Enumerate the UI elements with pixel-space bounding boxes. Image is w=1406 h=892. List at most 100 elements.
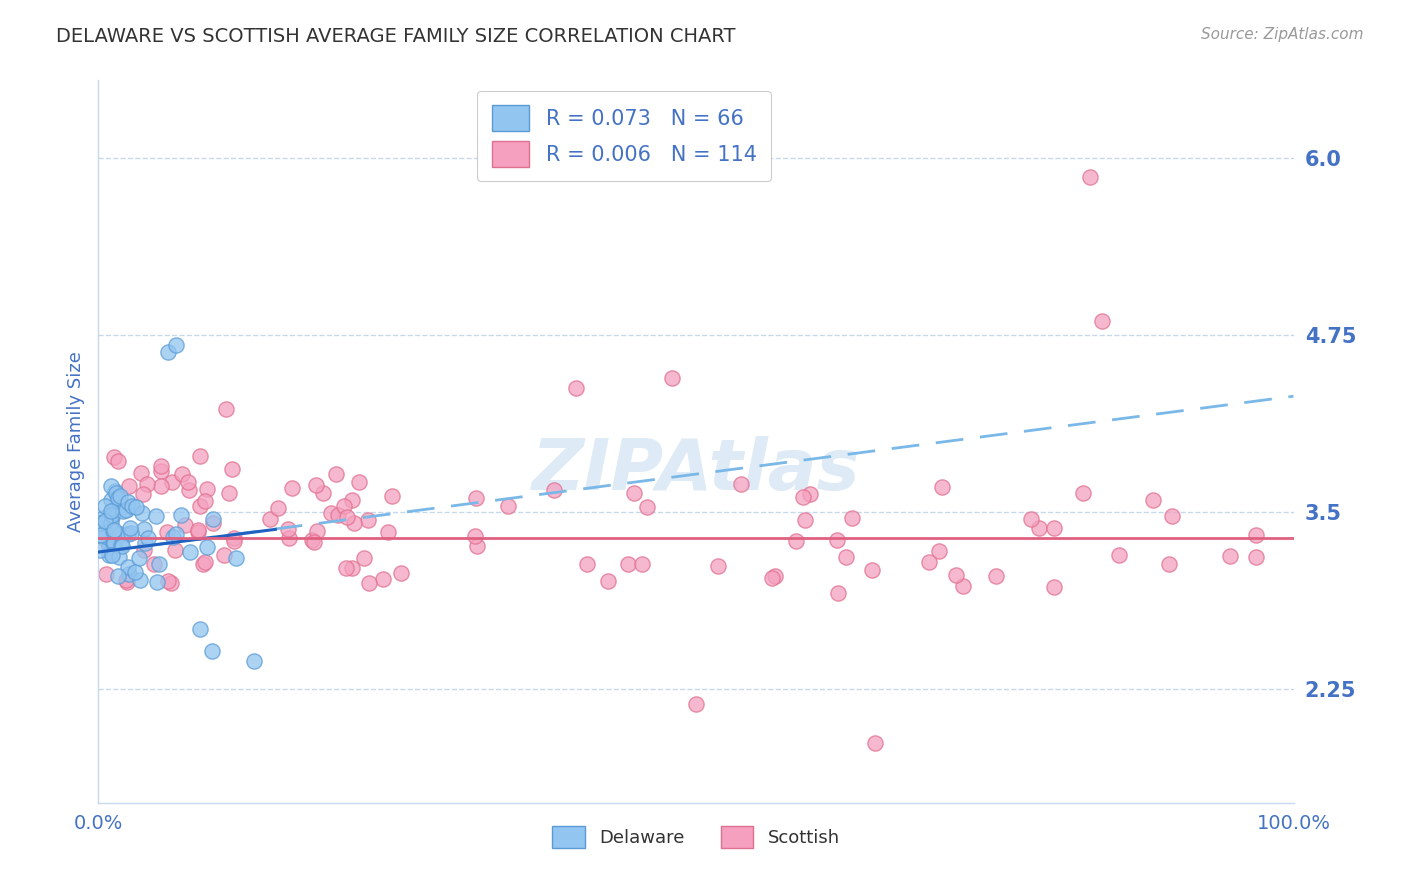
Point (177, 483, 200, 497)
Point (160, 576, 183, 591)
Point (931, 480, 953, 494)
Point (785, 534, 807, 549)
Point (191, 558, 214, 572)
Point (465, 539, 488, 553)
Point (115, 574, 138, 589)
Point (389, 566, 412, 580)
Point (104, 485, 127, 500)
Point (827, 585, 849, 599)
Point (825, 533, 848, 547)
Point (150, 479, 173, 493)
Point (93, 514, 115, 528)
Point (149, 459, 172, 474)
Point (221, 462, 243, 476)
Point (373, 572, 395, 586)
Point (763, 569, 786, 583)
Point (100, 516, 122, 530)
Point (201, 644, 224, 658)
Point (187, 525, 209, 540)
Point (177, 475, 200, 489)
Point (1142, 492, 1164, 507)
Point (325, 467, 347, 481)
Point (118, 567, 141, 582)
Point (636, 500, 658, 514)
Point (103, 536, 125, 550)
Point (201, 512, 224, 526)
Point (104, 483, 127, 498)
Point (212, 548, 235, 562)
Text: Source: ZipAtlas.com: Source: ZipAtlas.com (1201, 27, 1364, 42)
Point (685, 697, 707, 711)
Point (101, 548, 124, 562)
Point (792, 490, 814, 504)
Point (277, 531, 299, 545)
Point (165, 526, 187, 541)
Point (120, 525, 142, 540)
Point (101, 524, 124, 538)
Point (1244, 528, 1267, 542)
Point (160, 475, 183, 489)
Point (89, 542, 111, 557)
Point (215, 402, 238, 417)
Point (302, 534, 325, 549)
Point (188, 450, 211, 464)
Point (928, 543, 950, 558)
Point (172, 467, 194, 482)
Point (335, 510, 357, 524)
Point (132, 487, 155, 501)
Point (128, 573, 150, 587)
Point (543, 483, 565, 497)
Point (834, 549, 856, 564)
Point (224, 534, 246, 549)
Point (319, 506, 342, 520)
Point (134, 536, 156, 550)
Point (301, 533, 323, 548)
Point (342, 493, 364, 508)
Point (148, 557, 170, 571)
Point (100, 504, 122, 518)
Y-axis label: Average Family Size: Average Family Size (66, 351, 84, 532)
Point (97, 548, 120, 562)
Point (107, 569, 129, 583)
Point (100, 492, 122, 507)
Point (576, 557, 599, 571)
Point (195, 540, 218, 554)
Point (222, 531, 245, 545)
Point (101, 508, 124, 522)
Point (125, 500, 148, 514)
Point (353, 551, 375, 566)
Point (377, 524, 399, 539)
Point (98, 541, 121, 555)
Point (305, 478, 328, 492)
Point (121, 499, 143, 513)
Point (165, 338, 187, 352)
Point (136, 477, 159, 491)
Point (170, 508, 193, 523)
Point (162, 530, 184, 544)
Point (280, 481, 302, 495)
Point (277, 522, 299, 536)
Point (1042, 581, 1064, 595)
Point (730, 477, 752, 491)
Point (89, 516, 111, 531)
Point (312, 485, 335, 500)
Point (94, 524, 117, 539)
Point (661, 371, 683, 385)
Point (117, 501, 139, 516)
Point (134, 523, 156, 537)
Point (464, 529, 486, 543)
Point (108, 549, 131, 564)
Point (194, 555, 217, 569)
Point (617, 557, 640, 571)
Point (793, 513, 815, 527)
Point (952, 579, 974, 593)
Point (134, 542, 156, 557)
Point (91, 510, 114, 524)
Point (111, 539, 134, 553)
Point (115, 573, 138, 587)
Point (107, 491, 129, 506)
Point (124, 565, 146, 579)
Point (188, 622, 211, 636)
Point (143, 557, 166, 571)
Point (799, 487, 821, 501)
